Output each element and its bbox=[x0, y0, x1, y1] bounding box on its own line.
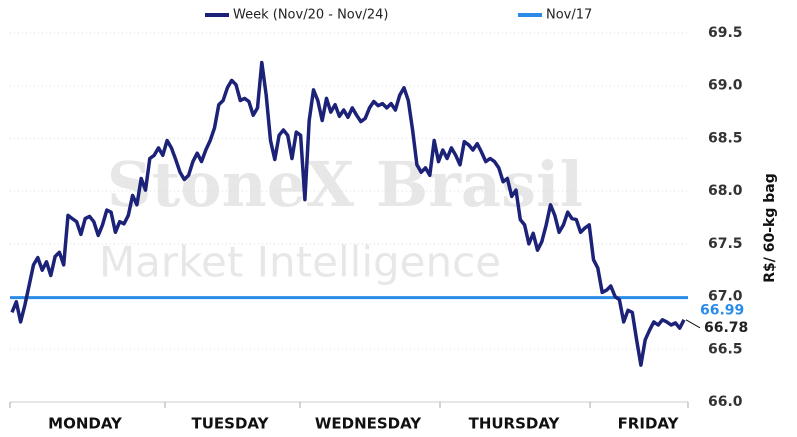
x-tick-label: WEDNESDAY bbox=[315, 415, 422, 433]
y-tick-label: 67.5 bbox=[708, 236, 743, 252]
watermark: Market Intelligence bbox=[99, 238, 501, 287]
legend-label: Week (Nov/20 - Nov/24) bbox=[233, 8, 388, 23]
x-tick-label: MONDAY bbox=[48, 415, 123, 433]
data-label: 66.78 bbox=[704, 320, 748, 336]
x-tick-label: FRIDAY bbox=[618, 415, 680, 433]
watermark: StoneX Brasil bbox=[107, 148, 583, 221]
y-tick-label: 66.5 bbox=[708, 341, 743, 357]
y-tick-label: 68.5 bbox=[708, 130, 743, 146]
x-tick-label: TUESDAY bbox=[192, 415, 270, 433]
y-tick-label: 69.0 bbox=[708, 78, 743, 94]
y-tick-label: 66.0 bbox=[708, 394, 743, 410]
data-label: 66.99 bbox=[700, 303, 744, 319]
y-tick-label: 68.0 bbox=[708, 183, 743, 199]
label-leader bbox=[685, 319, 701, 329]
y-tick-label: 67.0 bbox=[708, 289, 743, 305]
legend-label: Nov/17 bbox=[546, 8, 592, 23]
x-tick-label: THURSDAY bbox=[469, 415, 561, 433]
y-tick-label: 69.5 bbox=[708, 25, 743, 41]
y-axis-label: R$/ 60-kg bag bbox=[762, 173, 778, 283]
week-line bbox=[10, 60, 686, 367]
